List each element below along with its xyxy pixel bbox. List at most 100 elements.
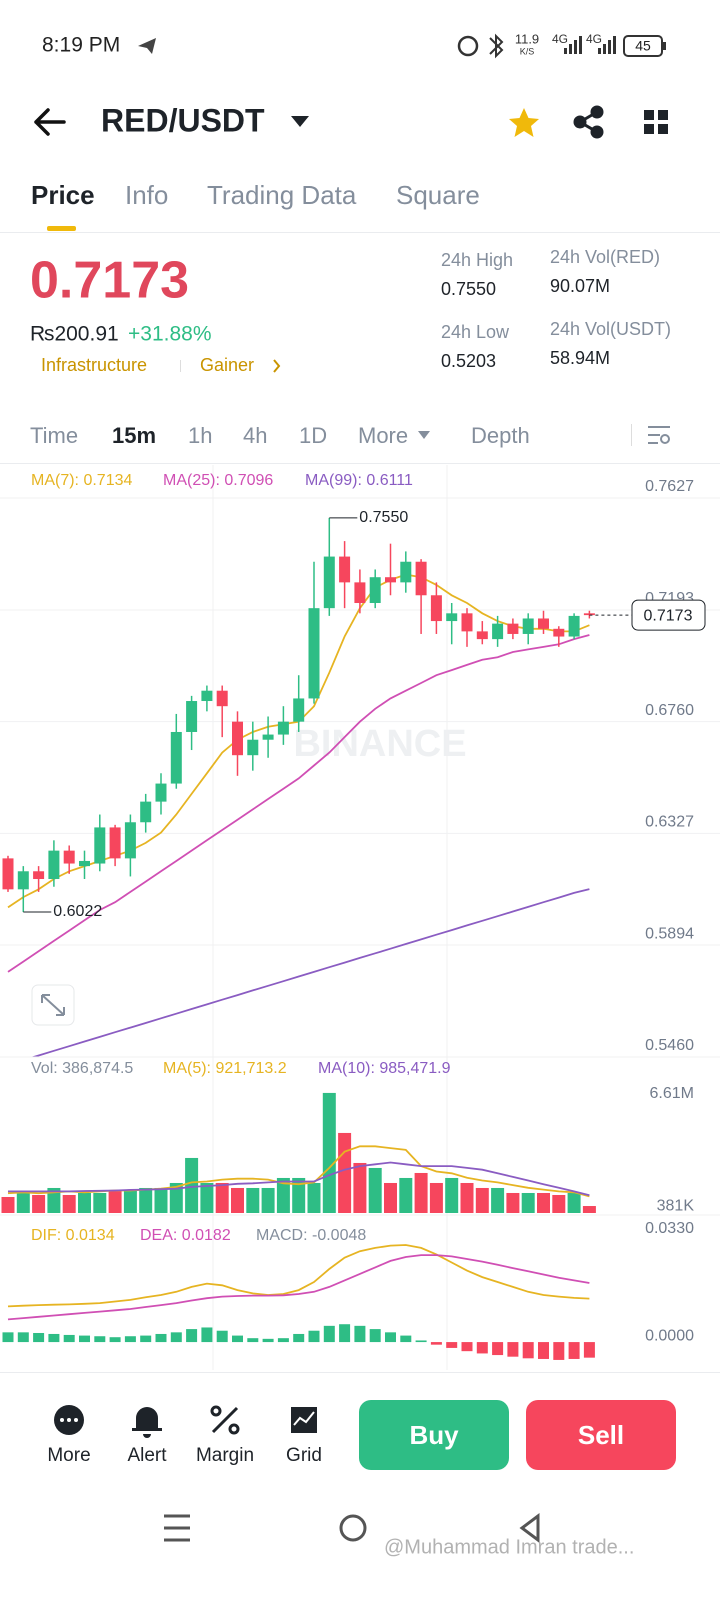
more-dropdown[interactable] <box>418 431 430 439</box>
macd-bar <box>369 1329 381 1343</box>
macd-bar <box>2 1332 14 1343</box>
candle-body <box>430 595 442 622</box>
macd-bar <box>155 1333 167 1343</box>
candle-body <box>247 739 259 756</box>
alert-icon[interactable] <box>132 1407 162 1438</box>
volume-bar <box>384 1182 397 1213</box>
y-tick-label: 0.6760 <box>645 702 694 719</box>
tab[interactable]: Trading Data <box>207 180 357 210</box>
fiat-price: ₨200.91 <box>30 323 119 346</box>
macd-bar <box>568 1342 580 1359</box>
candle-body <box>492 623 504 640</box>
y-tick-label: 0.5894 <box>645 925 694 942</box>
volume-bar <box>552 1194 566 1213</box>
toolbar-label[interactable]: More <box>47 1445 90 1466</box>
sell-button[interactable] <box>526 1400 676 1470</box>
tab[interactable]: Price <box>31 180 95 210</box>
nav-back[interactable] <box>519 1513 540 1543</box>
candle-body <box>415 561 427 596</box>
interval[interactable]: Time <box>30 423 78 448</box>
candle-body <box>140 801 152 823</box>
volume-bar <box>246 1187 260 1213</box>
toolbar-label[interactable]: Grid <box>286 1445 322 1466</box>
interval[interactable]: 15m <box>112 423 156 448</box>
tab[interactable]: Square <box>396 180 480 210</box>
interval[interactable]: 1h <box>188 423 212 448</box>
volume-bar <box>322 1092 336 1213</box>
macd-bar <box>48 1333 60 1343</box>
nav-home[interactable] <box>339 1514 367 1542</box>
candle-body <box>170 731 182 784</box>
chart-settings[interactable] <box>648 426 670 444</box>
back-button[interactable] <box>34 108 66 136</box>
pair-dropdown[interactable] <box>291 116 309 127</box>
volume-bar <box>506 1192 520 1213</box>
legend-entry: MA(10): 985,471.9 <box>318 1060 451 1077</box>
pair-title[interactable]: RED/USDT <box>101 102 265 138</box>
candle-body <box>476 631 488 640</box>
volume-bar <box>200 1182 214 1213</box>
tab-indicator <box>47 226 76 231</box>
macd-bar <box>430 1342 442 1345</box>
ma-line <box>7 1244 590 1308</box>
candle-body <box>354 582 366 604</box>
volume-bar <box>537 1192 550 1213</box>
buy-button[interactable] <box>359 1400 509 1470</box>
interval[interactable]: More <box>358 423 408 448</box>
battery-level: 45 <box>635 38 651 54</box>
volume-bar <box>78 1192 91 1213</box>
battery-icon <box>623 35 663 57</box>
volume-bar <box>276 1177 290 1213</box>
margin-icon[interactable] <box>210 1405 240 1435</box>
candle-body <box>538 618 549 629</box>
sell-label[interactable]: Sell <box>578 1420 624 1450</box>
legend-entry: MA(99): 0.6111 <box>305 472 413 489</box>
volume-bar <box>261 1187 275 1213</box>
tag[interactable]: Infrastructure <box>41 355 147 375</box>
share-button[interactable] <box>573 105 604 139</box>
y-tick-label: 0.6327 <box>645 814 694 831</box>
candle-body <box>308 608 320 699</box>
divider <box>0 1372 720 1373</box>
volume-bar <box>139 1187 153 1213</box>
interval[interactable]: 4h <box>243 423 267 448</box>
macd-bar <box>354 1325 366 1343</box>
nav-menu[interactable] <box>164 1514 190 1542</box>
volume-bar <box>353 1162 367 1213</box>
candle-body <box>109 827 121 859</box>
candle-body <box>186 701 198 732</box>
y-tick-label: 6.61M <box>650 1085 694 1102</box>
volume-bar <box>521 1192 535 1213</box>
ma-line <box>7 1254 590 1321</box>
volume-bar <box>582 1206 596 1213</box>
candle-body <box>553 628 565 637</box>
last-price-box <box>631 599 706 631</box>
stat-label: 24h Vol(RED) <box>550 247 660 267</box>
toolbar-label[interactable]: Margin <box>196 1445 254 1466</box>
ma-line <box>30 888 590 1057</box>
macd-bar <box>293 1333 305 1343</box>
candle-body <box>583 613 595 616</box>
tag[interactable]: Gainer <box>200 355 254 375</box>
candle-body <box>48 850 60 880</box>
macd-bar <box>201 1327 213 1343</box>
volume-bar <box>215 1182 229 1213</box>
stat-value: 58.94M <box>550 348 610 368</box>
tag-sep <box>180 360 181 372</box>
interval[interactable]: Depth <box>471 423 530 448</box>
interval[interactable]: 1D <box>299 423 327 448</box>
volume-bar <box>47 1187 61 1213</box>
candle-body <box>201 690 213 702</box>
legend-entry: DEA: 0.0182 <box>140 1227 231 1244</box>
tab[interactable]: Info <box>125 180 168 210</box>
grid-menu[interactable] <box>644 110 668 134</box>
status-time: 8:19 PM <box>42 34 120 57</box>
divider <box>0 463 720 464</box>
macd-bar <box>323 1325 335 1343</box>
favorite-star[interactable] <box>509 108 539 137</box>
stat-label: 24h Low <box>441 322 510 342</box>
toolbar-label[interactable]: Alert <box>127 1445 167 1466</box>
buy-label[interactable]: Buy <box>409 1420 459 1450</box>
volume-bar <box>62 1194 76 1213</box>
